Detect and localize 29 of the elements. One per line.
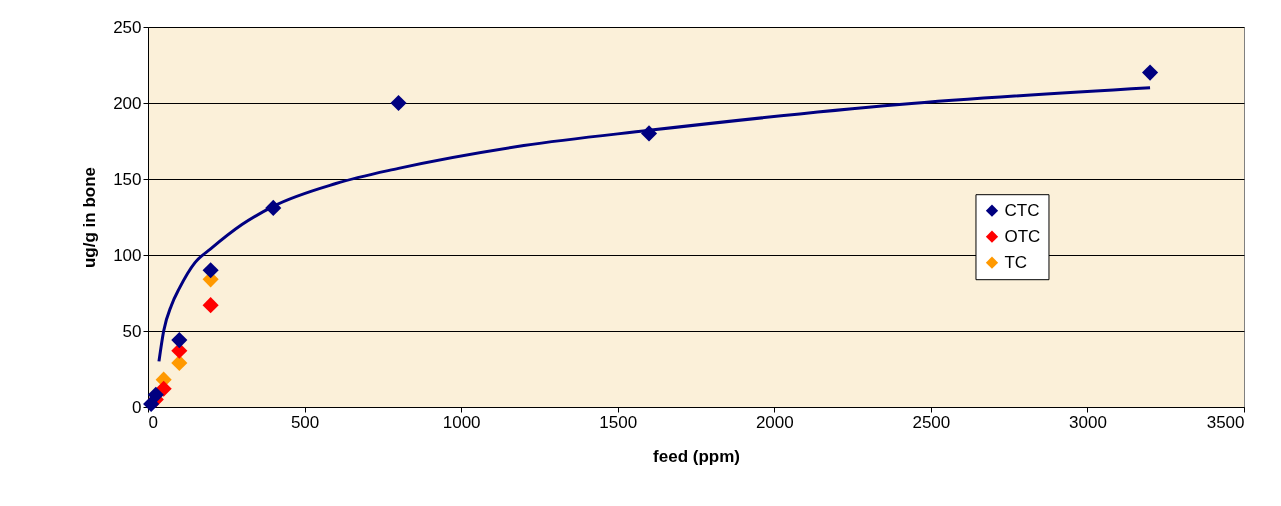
x-tick-label: 0	[148, 412, 158, 432]
legend-label: OTC	[1004, 226, 1041, 246]
x-tick-label: 2000	[755, 412, 794, 432]
x-tick-label: 2500	[912, 412, 951, 432]
y-tick-label: 50	[122, 321, 142, 341]
y-tick-label: 250	[113, 17, 142, 37]
point	[1142, 64, 1159, 81]
line-series	[157, 86, 1152, 363]
point	[640, 125, 658, 142]
x-tick-label: 3500	[1206, 412, 1245, 432]
x-axis-title: feed (ppm)	[653, 446, 740, 466]
point	[143, 395, 160, 413]
legend-label: TC	[1004, 252, 1028, 272]
point	[390, 94, 407, 112]
x-tick-label: 500	[290, 412, 320, 432]
x-tick-label: 3000	[1069, 412, 1107, 432]
y-tick-label: 100	[113, 245, 142, 265]
x-tick-label: 1000	[442, 412, 481, 432]
y-tick-label: 200	[113, 93, 142, 113]
point	[171, 354, 188, 371]
point	[202, 262, 219, 279]
point	[202, 297, 219, 314]
y-axis-title: ug/g in bone	[80, 166, 100, 269]
y-tick-label: 150	[113, 169, 142, 189]
legend-label: CTC	[1004, 200, 1040, 220]
y-tick-label: 0	[132, 397, 142, 417]
point	[171, 332, 188, 349]
x-tick-label: 1500	[599, 412, 638, 432]
point	[265, 199, 282, 216]
